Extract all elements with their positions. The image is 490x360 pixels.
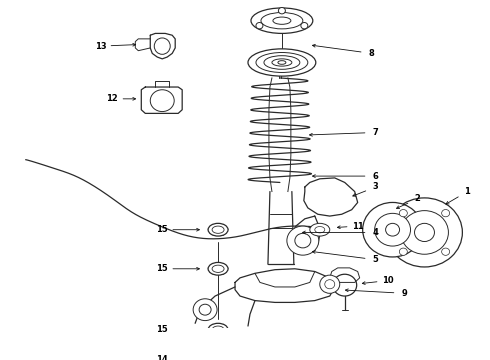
Text: 13: 13 [95, 42, 106, 51]
Text: 15: 15 [156, 325, 168, 334]
Circle shape [295, 233, 311, 248]
Circle shape [278, 8, 285, 14]
Text: 4: 4 [373, 228, 379, 237]
Text: 5: 5 [373, 255, 379, 264]
Text: 3: 3 [373, 183, 378, 192]
Circle shape [387, 198, 463, 267]
Ellipse shape [208, 262, 228, 275]
Ellipse shape [315, 226, 325, 233]
Ellipse shape [208, 323, 228, 336]
Circle shape [325, 280, 335, 289]
Circle shape [363, 202, 422, 257]
Text: 9: 9 [402, 289, 407, 298]
Circle shape [150, 90, 174, 112]
Text: 14: 14 [156, 355, 168, 360]
Text: 1: 1 [465, 187, 470, 196]
Circle shape [441, 248, 450, 255]
Circle shape [320, 275, 340, 293]
Ellipse shape [212, 226, 224, 233]
Ellipse shape [310, 223, 330, 236]
Circle shape [333, 274, 357, 296]
Circle shape [399, 210, 407, 217]
Text: 11: 11 [352, 221, 364, 230]
Text: 15: 15 [156, 264, 168, 273]
Ellipse shape [154, 38, 170, 54]
Ellipse shape [278, 61, 286, 64]
Ellipse shape [208, 223, 228, 236]
Text: 2: 2 [415, 194, 420, 203]
Ellipse shape [251, 8, 313, 33]
Circle shape [400, 211, 448, 254]
Ellipse shape [261, 13, 303, 29]
Circle shape [301, 23, 308, 29]
Text: 6: 6 [373, 172, 379, 181]
Ellipse shape [212, 265, 224, 273]
Text: 12: 12 [106, 94, 118, 103]
Circle shape [193, 299, 217, 321]
Ellipse shape [212, 326, 224, 333]
Ellipse shape [256, 53, 308, 72]
Circle shape [256, 23, 263, 29]
Circle shape [441, 210, 450, 217]
Text: 15: 15 [156, 225, 168, 234]
Text: 7: 7 [373, 128, 378, 137]
Text: 8: 8 [369, 49, 374, 58]
Circle shape [386, 223, 399, 236]
Ellipse shape [273, 17, 291, 24]
Circle shape [415, 223, 435, 242]
Ellipse shape [272, 59, 292, 66]
Text: 10: 10 [382, 276, 393, 285]
Circle shape [375, 213, 411, 246]
Circle shape [287, 226, 319, 255]
Circle shape [399, 248, 407, 255]
Ellipse shape [248, 49, 316, 76]
Ellipse shape [264, 56, 300, 69]
